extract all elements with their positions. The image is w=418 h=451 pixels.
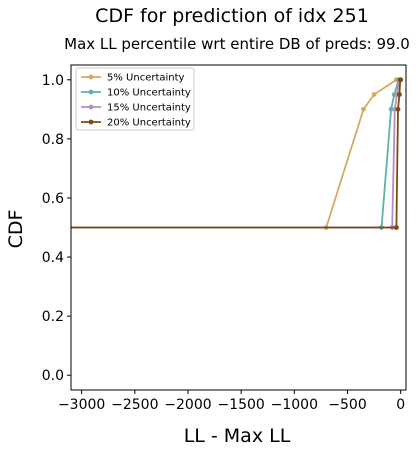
legend-label-3: 15% Uncertainty: [107, 103, 191, 114]
series-4-point: [395, 106, 401, 112]
legend-label-2: 10% Uncertainty: [107, 88, 191, 99]
legend-marker-3: [88, 104, 94, 110]
x-tick-label: −500: [328, 397, 366, 413]
x-axis-label: LL - Max LL: [184, 425, 291, 447]
x-tick-label: −1500: [217, 397, 264, 413]
y-axis-label: CDF: [5, 210, 27, 249]
chart-title: CDF for prediction of idx 251: [95, 5, 369, 27]
y-tick-label: 0.4: [42, 250, 64, 266]
y-tick-label: 1.0: [42, 73, 64, 89]
x-tick-label: −1000: [271, 397, 318, 413]
chart-subtitle: Max LL percentile wrt entire DB of preds…: [64, 35, 410, 53]
legend-label-4: 20% Uncertainty: [107, 118, 191, 129]
legend-label-1: 5% Uncertainty: [107, 73, 185, 84]
series-1-point: [361, 106, 366, 112]
series-2-point: [388, 106, 394, 112]
x-tick-label: 0: [396, 397, 405, 413]
x-tick-label: −2000: [164, 397, 211, 413]
series-4-point: [397, 92, 402, 97]
plot-frame: [70, 64, 407, 391]
series-4-point: [398, 77, 404, 83]
legend-marker-4: [88, 119, 94, 125]
y-tick-label: 0.6: [42, 191, 64, 207]
x-tick-label: −3000: [58, 397, 105, 413]
series-1-point: [371, 92, 377, 97]
legend-marker-1: [88, 74, 94, 80]
y-tick-label: 0.2: [42, 309, 64, 325]
y-tick-label: 0.8: [42, 132, 64, 148]
legend-marker-2: [88, 89, 94, 95]
plot-area: −3000 −2500 −2000 −1500 −1000 −500 0 0.0 0.2 0.4 0…: [42, 64, 407, 413]
series-4-point: [394, 225, 399, 230]
legend-box: [75, 67, 195, 131]
x-tick-label: −2500: [111, 397, 158, 413]
y-tick-label: 0.0: [42, 368, 64, 384]
